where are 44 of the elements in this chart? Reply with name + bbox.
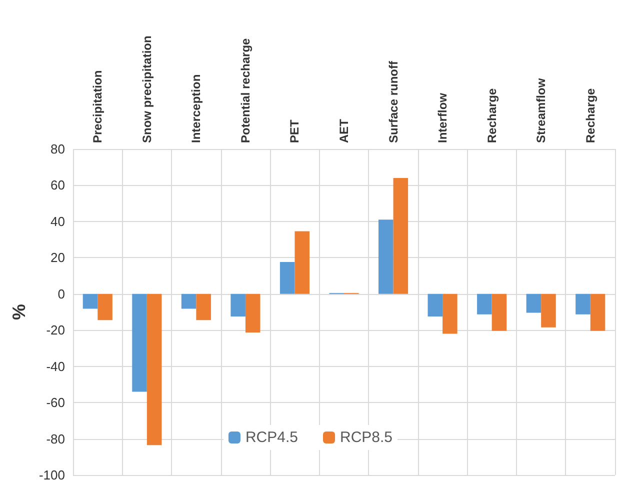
x-tick-label: Potential recharge: [238, 38, 252, 143]
bar: [576, 294, 590, 314]
y-tick-label: -60: [46, 395, 65, 410]
x-tick-label: Precipitation: [90, 70, 105, 143]
bar: [428, 294, 443, 317]
legend-label: RCP4.5: [245, 429, 298, 446]
y-tick-label: 80: [50, 142, 65, 156]
bar: [492, 294, 507, 331]
bar: [181, 294, 196, 309]
y-tick-label: -80: [46, 431, 65, 446]
bar: [477, 294, 492, 314]
bar: [378, 220, 394, 294]
bar: [196, 294, 211, 320]
y-tick-label: -100: [38, 468, 65, 482]
bar: [393, 178, 408, 294]
bar: [230, 294, 246, 317]
x-tick-label: Recharge: [583, 88, 598, 143]
x-tick-label: Snow precipitation: [140, 36, 154, 143]
x-tick-label: Streamflow: [534, 78, 548, 143]
bar: [526, 294, 542, 313]
x-tick-label: Surface runoff: [386, 60, 400, 143]
bar: [294, 231, 310, 294]
bar: [280, 262, 295, 294]
bar: [590, 294, 606, 331]
y-tick-label: 0: [58, 286, 65, 302]
bar: [132, 294, 147, 392]
x-tick-label: PET: [288, 118, 302, 143]
bar: [541, 294, 556, 328]
x-tick-label: AET: [337, 118, 351, 143]
y-tick-label: 60: [50, 178, 65, 193]
y-tick-label: -40: [46, 358, 65, 374]
legend-label: RCP8.5: [340, 429, 393, 446]
y-tick-label: 40: [50, 214, 65, 229]
x-tick-label: Recharge: [484, 88, 499, 143]
bar: [146, 294, 162, 446]
y-axis-title: %: [9, 304, 29, 320]
bar: [442, 294, 458, 334]
bar: [98, 294, 112, 320]
y-tick-label: -20: [46, 322, 65, 338]
x-tick-label: Interception: [189, 74, 204, 143]
y-tick-label: 20: [50, 250, 65, 266]
bar: [82, 294, 98, 309]
x-tick-label: Interflow: [436, 92, 450, 143]
bar: [245, 294, 260, 332]
